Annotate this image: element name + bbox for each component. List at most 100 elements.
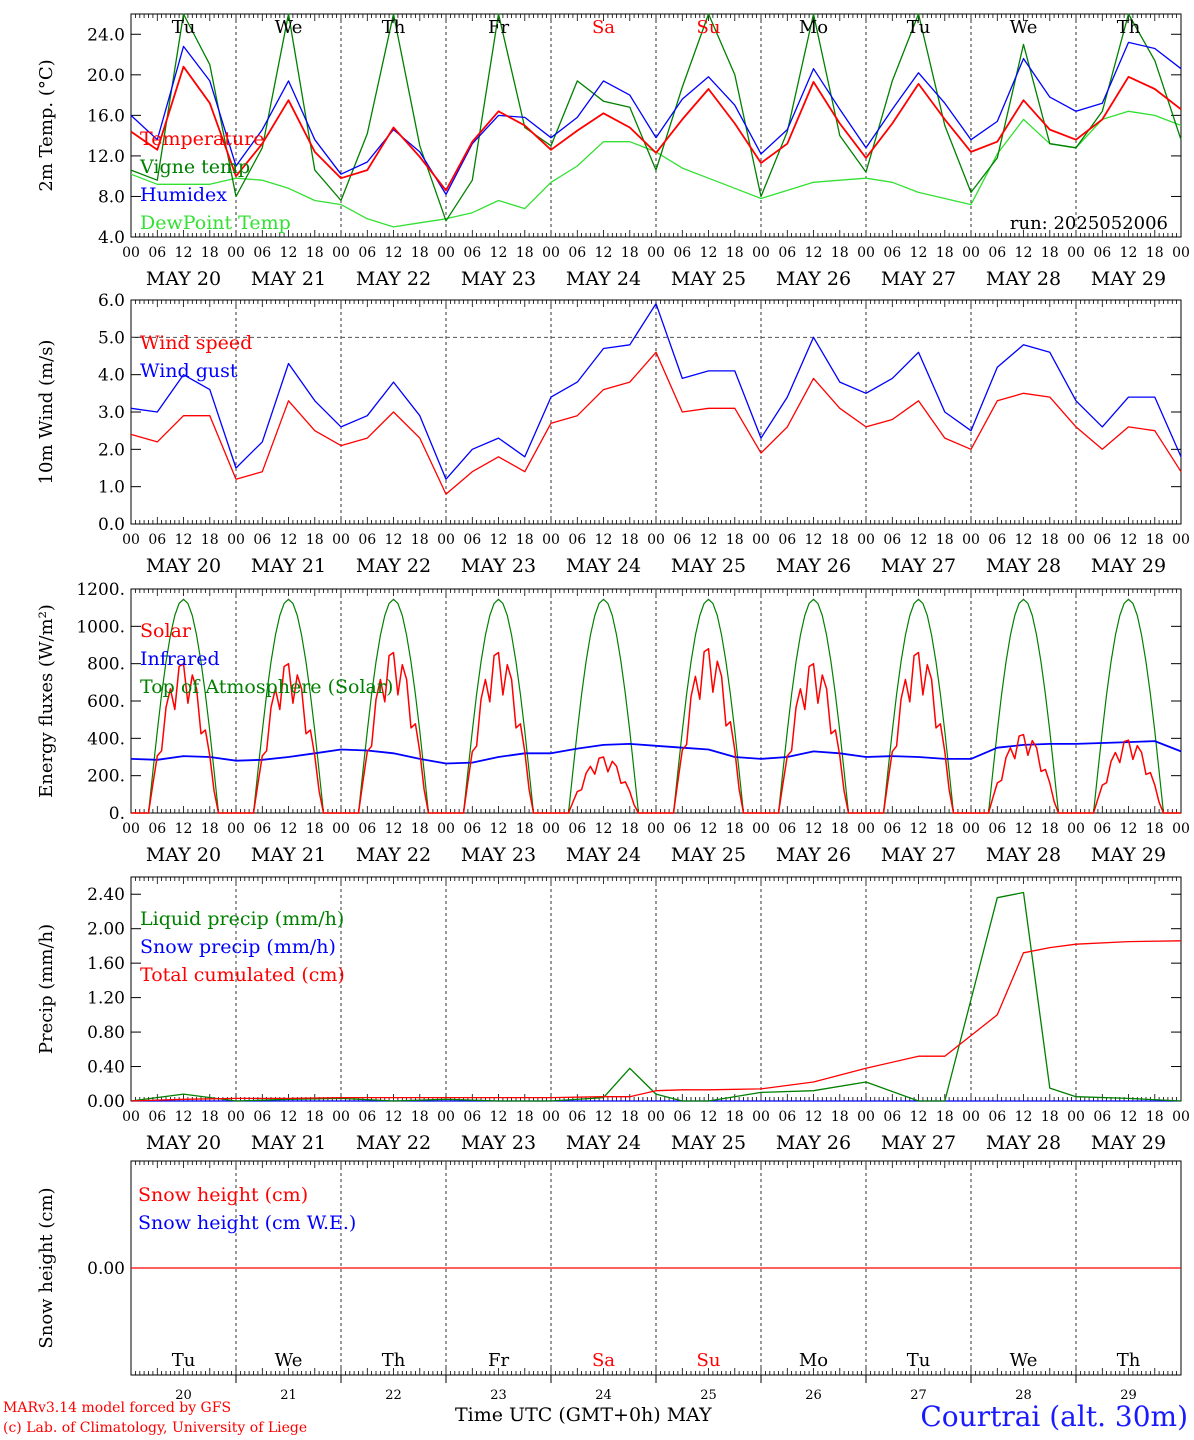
date-label: MAY 29 (1091, 844, 1166, 866)
hour-label: 12 (805, 821, 823, 837)
hour-label: 06 (673, 532, 691, 548)
hour-label: 00 (857, 1109, 875, 1125)
legend-entry: DewPoint Temp (140, 212, 291, 234)
hour-label: 06 (463, 1109, 481, 1125)
hour-label: 12 (700, 245, 718, 261)
hour-label: 12 (1015, 821, 1033, 837)
hour-label: 12 (595, 1109, 613, 1125)
hour-label: 00 (227, 821, 245, 837)
hour-label: 18 (621, 245, 639, 261)
precip-panel: 0.00 0.40 0.80 1.20 1.60 2.00 2.40 Precip (mm/h… (36, 876, 1190, 1154)
hour-label: 06 (1093, 1109, 1111, 1125)
hour-label: 12 (385, 532, 403, 548)
hour-label: 18 (1041, 1109, 1059, 1125)
y-tick-label: 20.0 (87, 66, 125, 86)
hour-label: 00 (122, 821, 140, 837)
hour-label: 12 (280, 821, 298, 837)
hour-label: 06 (673, 821, 691, 837)
date-label: MAY 23 (461, 268, 536, 290)
hour-label: 00 (437, 821, 455, 837)
y-tick-label: 12.0 (87, 147, 125, 167)
hour-label: 12 (490, 245, 508, 261)
hour-label: 00 (962, 532, 980, 548)
hour-label: 06 (778, 532, 796, 548)
hour-label: 06 (778, 821, 796, 837)
legend-entry: Solar (140, 620, 192, 642)
wind-gust-line (130, 303, 1182, 480)
hour-label: 00 (1067, 821, 1085, 837)
hour-label: 00 (227, 245, 245, 261)
model-credit: MARv3.14 model forced by GFS (3, 1400, 232, 1416)
hour-label: 06 (883, 1109, 901, 1125)
day-name-label: Sa (592, 17, 615, 38)
hour-label: 06 (463, 821, 481, 837)
hour-label: 12 (175, 245, 193, 261)
date-label: MAY 22 (356, 1132, 431, 1154)
hour-label: 18 (1146, 1109, 1164, 1125)
hour-label: 18 (306, 1109, 324, 1125)
hour-label: 00 (437, 245, 455, 261)
hour-label: 12 (700, 532, 718, 548)
hour-label: 00 (542, 532, 560, 548)
day-number-label: 20 (175, 1388, 192, 1403)
date-label: MAY 26 (776, 1132, 851, 1154)
date-label: MAY 29 (1091, 1132, 1166, 1154)
date-label: MAY 21 (251, 555, 326, 577)
legend-entry: Temperature (140, 128, 264, 150)
hour-label: 00 (122, 245, 140, 261)
y-tick-label: 0.80 (87, 1023, 125, 1043)
humidex-line (130, 41, 1182, 196)
hour-label: 00 (542, 821, 560, 837)
hour-label: 18 (1146, 821, 1164, 837)
hour-label: 06 (883, 821, 901, 837)
hour-label: 06 (1093, 245, 1111, 261)
day-name-label: Mo (799, 17, 828, 38)
y-tick-label: 3.0 (98, 403, 125, 423)
hour-label: 06 (148, 245, 166, 261)
day-name-label: Th (1117, 1350, 1141, 1371)
hour-label: 18 (201, 1109, 219, 1125)
liquid-precip-mm-h-line (130, 891, 1182, 1102)
hour-label: 12 (700, 1109, 718, 1125)
day-number-label: 24 (595, 1388, 612, 1403)
hour-label: 00 (752, 245, 770, 261)
hour-label: 00 (542, 245, 560, 261)
hour-label: 06 (673, 1109, 691, 1125)
date-label: MAY 26 (776, 844, 851, 866)
hour-label: 00 (332, 821, 350, 837)
hour-label: 06 (253, 532, 271, 548)
hour-label: 18 (936, 245, 954, 261)
date-label: MAY 28 (986, 844, 1061, 866)
hour-label: 12 (1120, 532, 1138, 548)
temp-panel: 4.0 8.0 12.0 16.0 20.0 24.0 2m Temp. (°C) 00 06 1… (36, 13, 1190, 290)
date-label: MAY 21 (251, 844, 326, 866)
hour-label: 06 (568, 1109, 586, 1125)
hour-label: 12 (910, 532, 928, 548)
hour-label: 06 (148, 532, 166, 548)
day-name-label: Th (382, 17, 406, 38)
hour-label: 00 (437, 1109, 455, 1125)
day-name-label: We (275, 1350, 303, 1371)
wind-x-ticks (130, 300, 1182, 524)
hour-label: 18 (1146, 532, 1164, 548)
date-label: MAY 25 (671, 1132, 746, 1154)
date-label: MAY 21 (251, 1132, 326, 1154)
date-label: MAY 23 (461, 555, 536, 577)
hour-label: 00 (647, 821, 665, 837)
hour-label: 00 (332, 1109, 350, 1125)
hour-label: 00 (227, 1109, 245, 1125)
date-label: MAY 25 (671, 268, 746, 290)
station-name: Courtrai (alt. 30m) (920, 1400, 1188, 1433)
hour-label: 06 (988, 821, 1006, 837)
date-label: MAY 29 (1091, 555, 1166, 577)
hour-label: 18 (936, 532, 954, 548)
legend-entry: Vigne temp (139, 156, 250, 178)
hour-label: 00 (1172, 245, 1190, 261)
hour-label: 18 (831, 245, 849, 261)
hour-label: 12 (175, 821, 193, 837)
hour-label: 18 (1041, 532, 1059, 548)
hour-label: 12 (1120, 1109, 1138, 1125)
hour-label: 06 (148, 821, 166, 837)
y-tick-label: 1200. (76, 580, 125, 600)
hour-label: 06 (988, 532, 1006, 548)
